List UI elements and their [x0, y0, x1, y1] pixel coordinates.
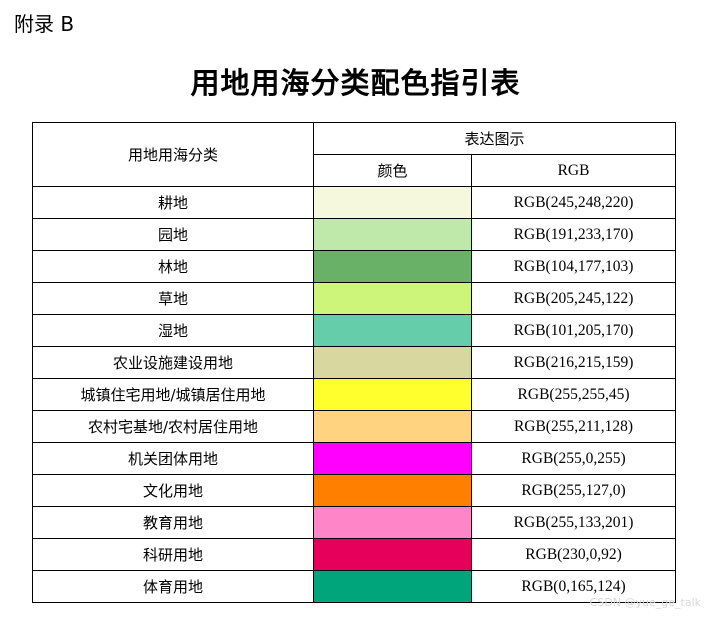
color-swatch [314, 411, 471, 442]
color-swatch [314, 219, 471, 250]
rgb-value-cell: RGB(191,233,170) [470, 218, 677, 251]
color-swatch [314, 187, 471, 218]
color-swatch [314, 347, 471, 378]
category-cell: 林地 [32, 250, 314, 283]
color-swatch-cell [313, 346, 472, 379]
page-title: 用地用海分类配色指引表 [190, 66, 521, 100]
table-row: 体育用地 RGB(0,165,124) [32, 570, 677, 603]
rgb-value-cell: RGB(255,255,45) [470, 378, 677, 411]
color-swatch [314, 571, 471, 602]
table-row: 林地 RGB(104,177,103) [32, 250, 677, 283]
appendix-label: 附录 B [14, 12, 75, 36]
rgb-value-cell: RGB(255,127,0) [470, 474, 677, 507]
color-swatch [314, 443, 471, 474]
rgb-value-cell: RGB(255,211,128) [470, 410, 677, 443]
color-swatch [314, 251, 471, 282]
rgb-value-cell: RGB(245,248,220) [470, 186, 677, 219]
category-cell: 文化用地 [32, 474, 314, 507]
rgb-value-cell: RGB(230,0,92) [470, 538, 677, 571]
table-row: 草地 RGB(205,245,122) [32, 282, 677, 315]
rgb-value-cell: RGB(101,205,170) [470, 314, 677, 347]
color-swatch-cell [313, 474, 472, 507]
color-swatch [314, 379, 471, 410]
table-row: 农业设施建设用地 RGB(216,215,159) [32, 346, 677, 379]
category-cell: 农业设施建设用地 [32, 346, 314, 379]
color-swatch-cell [313, 314, 472, 347]
category-cell: 湿地 [32, 314, 314, 347]
color-swatch-cell [313, 186, 472, 219]
table-row: 科研用地 RGB(230,0,92) [32, 538, 677, 571]
color-swatch-cell [313, 218, 472, 251]
watermark: CSDN @yue_ge_talk [589, 596, 701, 609]
color-swatch [314, 507, 471, 538]
color-swatch [314, 475, 471, 506]
color-swatch-cell [313, 282, 472, 315]
color-swatch [314, 283, 471, 314]
category-cell: 园地 [32, 218, 314, 251]
table-row: 园地 RGB(191,233,170) [32, 218, 677, 251]
color-swatch [314, 539, 471, 570]
color-swatch-cell [313, 538, 472, 571]
table-row: 教育用地 RGB(255,133,201) [32, 506, 677, 539]
category-cell: 教育用地 [32, 506, 314, 539]
header-rgb: RGB [470, 154, 677, 187]
color-swatch-cell [313, 570, 472, 603]
table-row: 农村宅基地/农村居住用地 RGB(255,211,128) [32, 410, 677, 443]
header-color: 颜色 [313, 154, 472, 187]
table-row: 城镇住宅用地/城镇居住用地 RGB(255,255,45) [32, 378, 677, 411]
rgb-value-cell: RGB(255,0,255) [470, 442, 677, 475]
category-cell: 草地 [32, 282, 314, 315]
rgb-value-cell: RGB(104,177,103) [470, 250, 677, 283]
rgb-value-cell: RGB(216,215,159) [470, 346, 677, 379]
color-swatch-cell [313, 442, 472, 475]
table-body: 耕地 RGB(245,248,220) 园地 RGB(191,233,170) 林地 RG… [32, 186, 677, 603]
category-cell: 科研用地 [32, 538, 314, 571]
color-swatch-cell [313, 506, 472, 539]
table-row: 湿地 RGB(101,205,170) [32, 314, 677, 347]
table-row: 机关团体用地 RGB(255,0,255) [32, 442, 677, 475]
color-swatch-cell [313, 410, 472, 443]
rgb-value-cell: RGB(0,165,124) [470, 570, 677, 603]
category-cell: 耕地 [32, 186, 314, 219]
category-cell: 农村宅基地/农村居住用地 [32, 410, 314, 443]
rgb-value-cell: RGB(255,133,201) [470, 506, 677, 539]
header-expression: 表达图示 [312, 122, 677, 155]
color-swatch-cell [313, 250, 472, 283]
category-cell: 城镇住宅用地/城镇居住用地 [32, 378, 314, 411]
rgb-value-cell: RGB(205,245,122) [470, 282, 677, 315]
color-swatch-cell [313, 378, 472, 411]
color-palette-table: 用地用海分类 表达图示 颜色 RGB 耕地 RGB(245,248,220) 园地 R… [32, 122, 677, 603]
category-cell: 体育用地 [32, 570, 314, 603]
header-category: 用地用海分类 [32, 122, 314, 187]
category-cell: 机关团体用地 [32, 442, 314, 475]
table-row: 耕地 RGB(245,248,220) [32, 186, 677, 219]
table-row: 文化用地 RGB(255,127,0) [32, 474, 677, 507]
color-swatch [314, 315, 471, 346]
